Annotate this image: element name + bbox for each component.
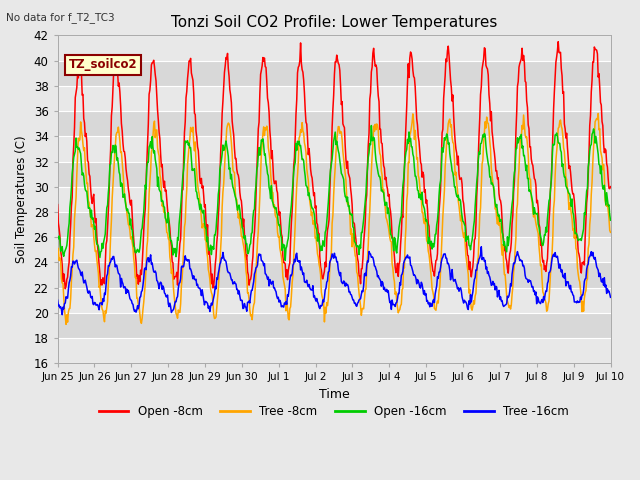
Legend: Open -8cm, Tree -8cm, Open -16cm, Tree -16cm: Open -8cm, Tree -8cm, Open -16cm, Tree -… <box>94 401 574 423</box>
Bar <box>58 86 611 111</box>
Bar <box>58 313 611 338</box>
Text: TZ_soilco2: TZ_soilco2 <box>68 58 137 72</box>
Bar <box>58 187 611 212</box>
Text: No data for f_T2_TC3: No data for f_T2_TC3 <box>6 12 115 23</box>
Y-axis label: Soil Temperatures (C): Soil Temperatures (C) <box>15 135 28 263</box>
Bar <box>58 237 611 263</box>
Bar <box>58 36 611 60</box>
Bar <box>58 288 611 313</box>
Title: Tonzi Soil CO2 Profile: Lower Temperatures: Tonzi Soil CO2 Profile: Lower Temperatur… <box>171 15 497 30</box>
Bar <box>58 111 611 136</box>
Bar <box>58 136 611 161</box>
Bar <box>58 60 611 86</box>
Bar <box>58 338 611 363</box>
Bar <box>58 212 611 237</box>
Bar <box>58 161 611 187</box>
X-axis label: Time: Time <box>319 388 349 401</box>
Bar <box>58 263 611 288</box>
